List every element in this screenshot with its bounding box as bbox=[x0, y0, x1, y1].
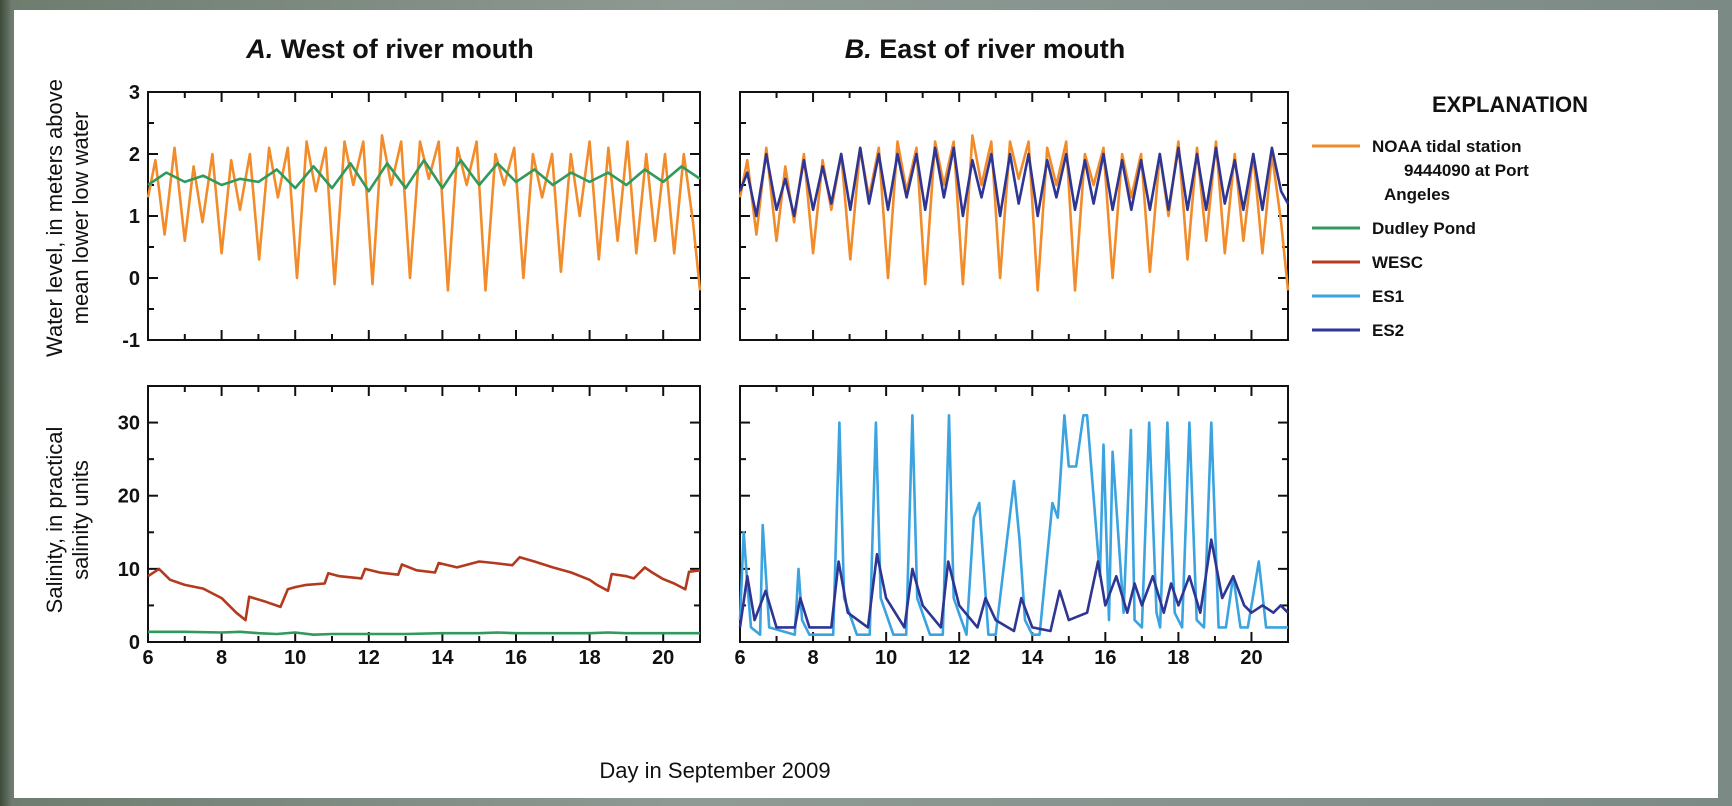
x-tick-label: 6 bbox=[142, 647, 153, 669]
x-tick-label: 10 bbox=[284, 647, 306, 669]
x-tick-label: 16 bbox=[1094, 647, 1116, 669]
x-tick-label: 12 bbox=[948, 647, 970, 669]
legend-label-noaa: Angeles bbox=[1384, 185, 1450, 204]
series-line-dudley bbox=[148, 630, 700, 637]
legend-label-wesc: WESC bbox=[1372, 253, 1423, 272]
series-line-es2 bbox=[738, 146, 1290, 218]
plot-a-salinity-frame bbox=[147, 385, 701, 643]
salinity-ylabel-line1: Salinity, in practical bbox=[42, 427, 67, 614]
panel-b-text: East of river mouth bbox=[872, 34, 1126, 64]
x-tick-label: 12 bbox=[358, 647, 380, 669]
legend-label-noaa: NOAA tidal station bbox=[1372, 137, 1522, 156]
water-ylabel-line1: Water level, in meters above bbox=[42, 79, 67, 357]
x-tick-label: 20 bbox=[652, 647, 674, 669]
series-line-es1 bbox=[738, 413, 1288, 637]
x-axis-title: Day in September 2009 bbox=[599, 758, 830, 783]
plot-a-water-frame bbox=[147, 91, 701, 341]
panel-b-title: B. East of river mouth bbox=[845, 34, 1126, 64]
series-line-es2 bbox=[738, 538, 1289, 633]
legend-label-noaa: 9444090 at Port bbox=[1404, 161, 1529, 180]
panel-a-letter: A. bbox=[245, 34, 273, 64]
y-tick-label: 30 bbox=[118, 413, 140, 435]
legend-label-es2: ES2 bbox=[1372, 321, 1404, 340]
x-tick-label: 18 bbox=[1167, 647, 1189, 669]
plot-b-water-frame bbox=[739, 91, 1289, 341]
y-tick-label: -1 bbox=[122, 330, 140, 352]
panel-a-title: A. West of river mouth bbox=[245, 34, 534, 64]
x-tick-label: 14 bbox=[431, 647, 454, 669]
water-level-ylabel: Water level, in meters above mean lower … bbox=[42, 79, 93, 357]
panel-b-letter: B. bbox=[845, 34, 872, 64]
x-tick-label: 10 bbox=[875, 647, 897, 669]
legend-title: EXPLANATION bbox=[1432, 92, 1588, 117]
series-line-dudley bbox=[147, 158, 701, 193]
chart-series bbox=[146, 134, 1290, 637]
y-tick-label: 2 bbox=[129, 144, 140, 166]
x-tick-label: 8 bbox=[808, 647, 819, 669]
x-tick-label: 8 bbox=[216, 647, 227, 669]
panel-a-text: West of river mouth bbox=[273, 34, 534, 64]
y-tick-label: 0 bbox=[129, 268, 140, 290]
salinity-ylabel-line2: salinity units bbox=[68, 460, 93, 580]
y-tick-label: 10 bbox=[118, 559, 140, 581]
x-tick-label: 6 bbox=[734, 647, 745, 669]
y-tick-label: 0 bbox=[129, 632, 140, 654]
y-tick-label: 20 bbox=[118, 486, 140, 508]
legend-label-es1: ES1 bbox=[1372, 287, 1404, 306]
legend-items: NOAA tidal station 9444090 at Port Angeles… bbox=[1312, 137, 1529, 340]
x-tick-label: 14 bbox=[1021, 647, 1044, 669]
x-tick-label: 20 bbox=[1240, 647, 1262, 669]
salinity-ylabel: Salinity, in practical salinity units bbox=[42, 427, 93, 614]
y-tick-label: 1 bbox=[129, 206, 140, 228]
legend-label-dudley: Dudley Pond bbox=[1372, 219, 1476, 238]
x-tick-label: 18 bbox=[578, 647, 600, 669]
series-line-wesc bbox=[147, 555, 701, 622]
y-tick-label: 3 bbox=[129, 82, 140, 104]
x-tick-label: 16 bbox=[505, 647, 527, 669]
legend: EXPLANATION NOAA tidal station 9444090 at… bbox=[1312, 92, 1588, 340]
water-ylabel-line2: mean lower low water bbox=[68, 112, 93, 325]
